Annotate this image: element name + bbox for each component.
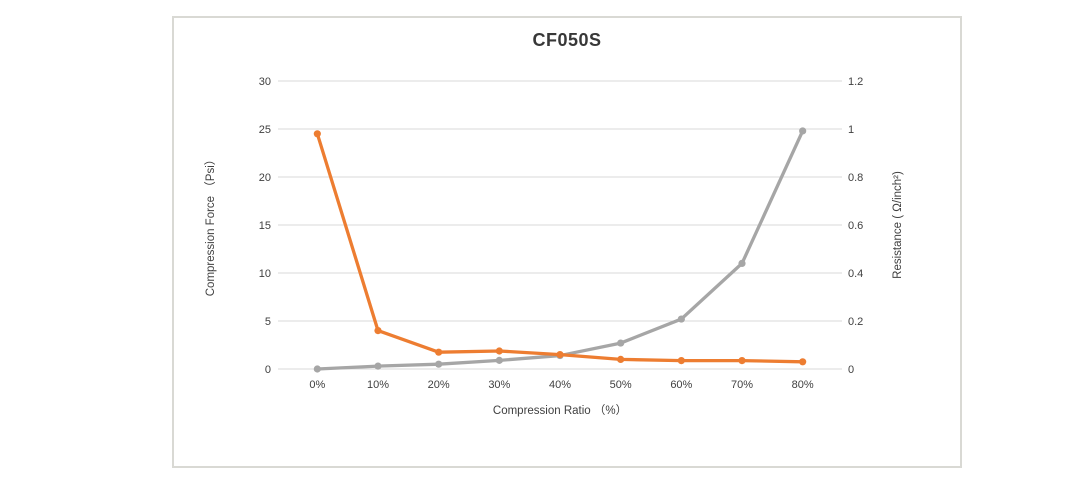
right-axis-tick: 0 (848, 364, 854, 376)
x-axis-tick: 50% (610, 379, 632, 391)
data-point-resistance (617, 355, 625, 363)
chart-container: CF050S Compression Force （Psi） Resistanc… (172, 16, 962, 468)
chart-title: CF050S (532, 30, 602, 50)
series-line-resistance (315, 132, 805, 364)
data-point-compression-force (617, 339, 625, 347)
x-axis-title: Compression Ratio （%） (492, 405, 628, 417)
right-axis-tick: 0.6 (848, 220, 863, 232)
x-axis-tick: 80% (792, 379, 814, 391)
left-axis-tick: 30 (259, 76, 271, 88)
data-point-resistance (313, 130, 321, 138)
left-axis-tick: 0 (265, 364, 271, 376)
x-axis-tick: 10% (367, 379, 389, 391)
x-axis-tick: 20% (428, 379, 450, 391)
right-axis-tick: 1.2 (848, 76, 863, 88)
data-point-resistance (435, 348, 443, 356)
data-point-resistance (556, 351, 564, 359)
right-axis-tick: 0.8 (848, 172, 863, 184)
right-axis-tick: 0.2 (848, 316, 863, 328)
left-axis-tick: 10 (259, 268, 271, 280)
data-point-resistance (374, 327, 382, 335)
x-axis-tick: 0% (309, 379, 325, 391)
x-axis-tick: 30% (488, 379, 510, 391)
data-point-compression-force (738, 259, 746, 267)
left-axis-tick: 20 (259, 172, 271, 184)
data-point-resistance (799, 358, 807, 366)
data-point-resistance (495, 347, 503, 355)
plot-area: 0 0 5 0.2 10 0.4 15 0.6 20 0.8 25 1 30 1.2 0% 10% 20% 30%… (259, 76, 864, 391)
right-axis-tick: 1 (848, 124, 854, 136)
x-axis-tick: 40% (549, 379, 571, 391)
data-point-compression-force (313, 365, 321, 373)
data-point-compression-force (495, 356, 503, 364)
left-axis-tick: 15 (259, 220, 271, 232)
data-point-compression-force (435, 360, 443, 368)
data-point-resistance (738, 357, 746, 365)
x-axis-tick: 60% (670, 379, 692, 391)
data-point-compression-force (374, 362, 382, 370)
data-point-resistance (677, 357, 685, 365)
x-axis-tick: 70% (731, 379, 753, 391)
left-axis-tick: 5 (265, 316, 271, 328)
right-axis-tick: 0.4 (848, 268, 863, 280)
data-point-compression-force (799, 127, 807, 135)
left-axis-tick: 25 (259, 124, 271, 136)
data-point-compression-force (677, 315, 685, 323)
